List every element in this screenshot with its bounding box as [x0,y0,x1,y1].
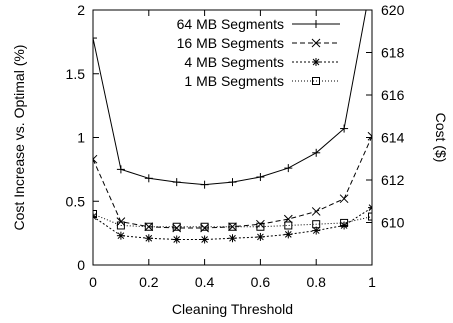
legend-marker [312,20,320,28]
series-1 [93,10,367,189]
legend-marker [312,58,320,66]
data-point [144,234,153,243]
y2-tick-label: 618 [381,45,405,61]
y-tick-label: 1 [77,130,85,146]
y2-axis-title: Cost ($) [433,113,449,163]
data-point [172,235,181,244]
data-point [284,230,293,239]
y2-tick-label: 614 [381,130,405,146]
data-point [116,165,125,174]
legend-label: 1 MB Segments [184,73,284,89]
legend-label: 16 MB Segments [177,35,284,51]
series-line [93,213,372,228]
legend-label: 4 MB Segments [184,54,284,70]
x-tick-label: 0.2 [139,274,159,290]
x-axis-title: Cleaning Threshold [172,301,293,317]
data-point [340,221,349,230]
y2-axis-ticks: 610 612 614 616 618 620 [366,2,405,231]
data-point [339,194,349,204]
x-tick-label: 0 [89,274,97,290]
y-tick-label: 0.5 [66,193,86,209]
data-point [93,154,98,164]
legend: 64 MB Segments 16 MB Segments 4 MB Segment… [177,16,340,89]
data-point [340,218,349,227]
x-axis-ticks: 0 0.2 0.4 0.6 0.8 1 [89,10,376,290]
y-tick-label: 2 [77,2,85,18]
data-point [144,222,154,232]
legend-marker [311,38,321,48]
data-point [256,219,265,229]
data-point [256,232,265,241]
y-axis-title: Cost Increase vs. Optimal (%) [11,45,27,231]
data-point [284,164,293,173]
y2-tick-label: 616 [381,87,405,103]
data-point [200,180,209,189]
data-point [228,178,237,187]
data-point [284,221,293,230]
y2-tick-label: 620 [381,2,405,18]
data-point [172,178,181,187]
data-point [144,222,153,231]
data-point [312,220,321,229]
legend-label: 64 MB Segments [177,16,284,32]
x-tick-label: 1 [368,274,376,290]
data-point [93,210,97,218]
y2-tick-label: 612 [381,172,405,188]
data-point [228,222,237,231]
data-point [368,212,372,221]
data-point [172,222,181,231]
data-point [93,34,97,43]
y-tick-label: 0 [77,257,85,273]
data-point [200,235,209,244]
series-4 [93,210,372,231]
data-point [256,222,265,231]
data-point [228,234,237,243]
data-point [116,231,125,240]
data-point [340,124,349,133]
data-point [200,222,209,231]
data-point [93,212,97,221]
series-group [93,10,372,244]
y-axis-ticks: 0 0.5 1 1.5 2 [66,2,99,273]
data-point [256,173,265,182]
data-point [144,174,153,183]
data-point [367,131,372,141]
legend-marker [312,77,320,85]
data-point [368,203,372,212]
y2-tick-label: 610 [381,215,405,231]
series-3 [93,203,372,244]
data-point [311,207,321,216]
data-point [312,148,321,157]
x-tick-label: 0.8 [306,274,326,290]
y-tick-label: 1.5 [66,66,86,82]
x-tick-label: 0.6 [251,274,271,290]
data-point [116,221,125,230]
x-tick-label: 0.4 [195,274,215,290]
